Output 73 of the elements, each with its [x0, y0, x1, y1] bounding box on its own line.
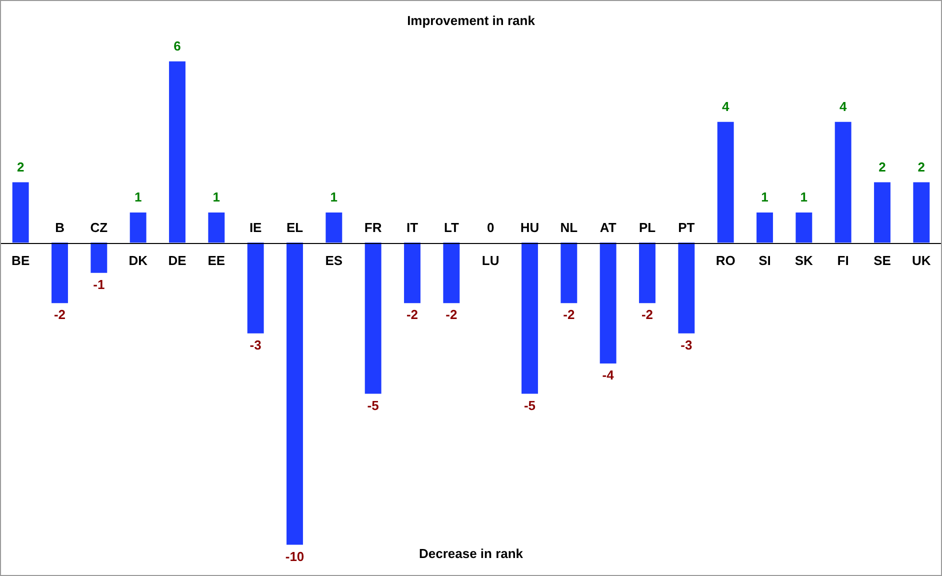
- x-tick-label: IE: [249, 220, 262, 235]
- bar: [560, 242, 578, 304]
- data-label: 1: [800, 190, 808, 205]
- x-tick-label: DE: [168, 252, 187, 268]
- data-label: -5: [524, 398, 536, 413]
- bar: [717, 122, 734, 243]
- bar: [639, 242, 656, 304]
- x-tick-label: RO: [716, 252, 736, 268]
- bar: [90, 242, 108, 273]
- bar: [364, 242, 382, 394]
- data-label: 4: [839, 98, 848, 114]
- data-label: -2: [54, 307, 66, 322]
- x-tick-label: SE: [874, 252, 892, 268]
- x-tick-label: LT: [444, 220, 459, 235]
- bar: [678, 242, 695, 334]
- bar: [286, 242, 303, 545]
- x-tick-label: NL: [560, 220, 578, 235]
- x-tick-label: PT: [678, 220, 695, 235]
- data-label: 0: [486, 220, 494, 235]
- annotation: Decrease in rank: [418, 546, 524, 562]
- bar: [913, 182, 930, 243]
- data-label: -10: [285, 548, 304, 564]
- x-tick-label: LU: [482, 252, 500, 268]
- bar: [600, 242, 616, 364]
- x-tick-label: SK: [794, 252, 814, 268]
- bar: [208, 212, 225, 243]
- x-tick-label: FI: [837, 252, 849, 268]
- x-tick-label: BE: [12, 252, 30, 268]
- bar: [52, 242, 68, 304]
- x-tick-label: EE: [208, 252, 226, 268]
- bar: [247, 242, 264, 334]
- data-label: 2: [878, 159, 886, 174]
- x-tick-label: DK: [128, 252, 148, 268]
- data-label: -2: [563, 307, 575, 322]
- data-label: 1: [761, 190, 768, 205]
- bar: [326, 212, 342, 243]
- data-label: 2: [16, 159, 24, 174]
- x-tick-label: ES: [325, 252, 343, 268]
- data-label: -5: [367, 398, 379, 413]
- bar: [169, 61, 186, 243]
- data-label: 1: [134, 190, 142, 205]
- data-label: -1: [93, 276, 105, 292]
- bar: [834, 122, 852, 243]
- data-label: -2: [641, 307, 654, 322]
- x-tick-label: SI: [758, 252, 771, 268]
- annotation: Improvement in rank: [407, 13, 536, 28]
- data-label: -3: [680, 337, 692, 352]
- x-tick-label: CZ: [90, 220, 108, 235]
- data-label: 6: [174, 38, 181, 54]
- x-tick-label: UK: [912, 252, 932, 268]
- data-label: 2: [918, 159, 926, 174]
- x-tick-label: AT: [600, 220, 616, 235]
- x-tick-label: HU: [520, 220, 540, 235]
- bar: [130, 212, 146, 243]
- x-tick-label: FR: [364, 220, 382, 235]
- x-tick-label: IT: [406, 220, 418, 235]
- data-label: 1: [330, 190, 338, 205]
- data-label: 1: [212, 190, 220, 205]
- x-tick-label: PL: [638, 220, 656, 235]
- bar: [404, 242, 420, 304]
- data-label: 4: [722, 98, 730, 114]
- bar: [522, 242, 538, 394]
- bar: [756, 212, 773, 243]
- data-label: -4: [602, 368, 615, 383]
- bar: [443, 242, 460, 304]
- bar: [874, 182, 890, 243]
- bar: [12, 182, 29, 243]
- x-tick-label: B: [55, 220, 64, 235]
- bar: [796, 212, 812, 243]
- data-label: -3: [250, 337, 262, 352]
- x-tick-label: EL: [286, 220, 304, 235]
- data-label: -2: [406, 307, 418, 322]
- data-label: -2: [446, 307, 458, 322]
